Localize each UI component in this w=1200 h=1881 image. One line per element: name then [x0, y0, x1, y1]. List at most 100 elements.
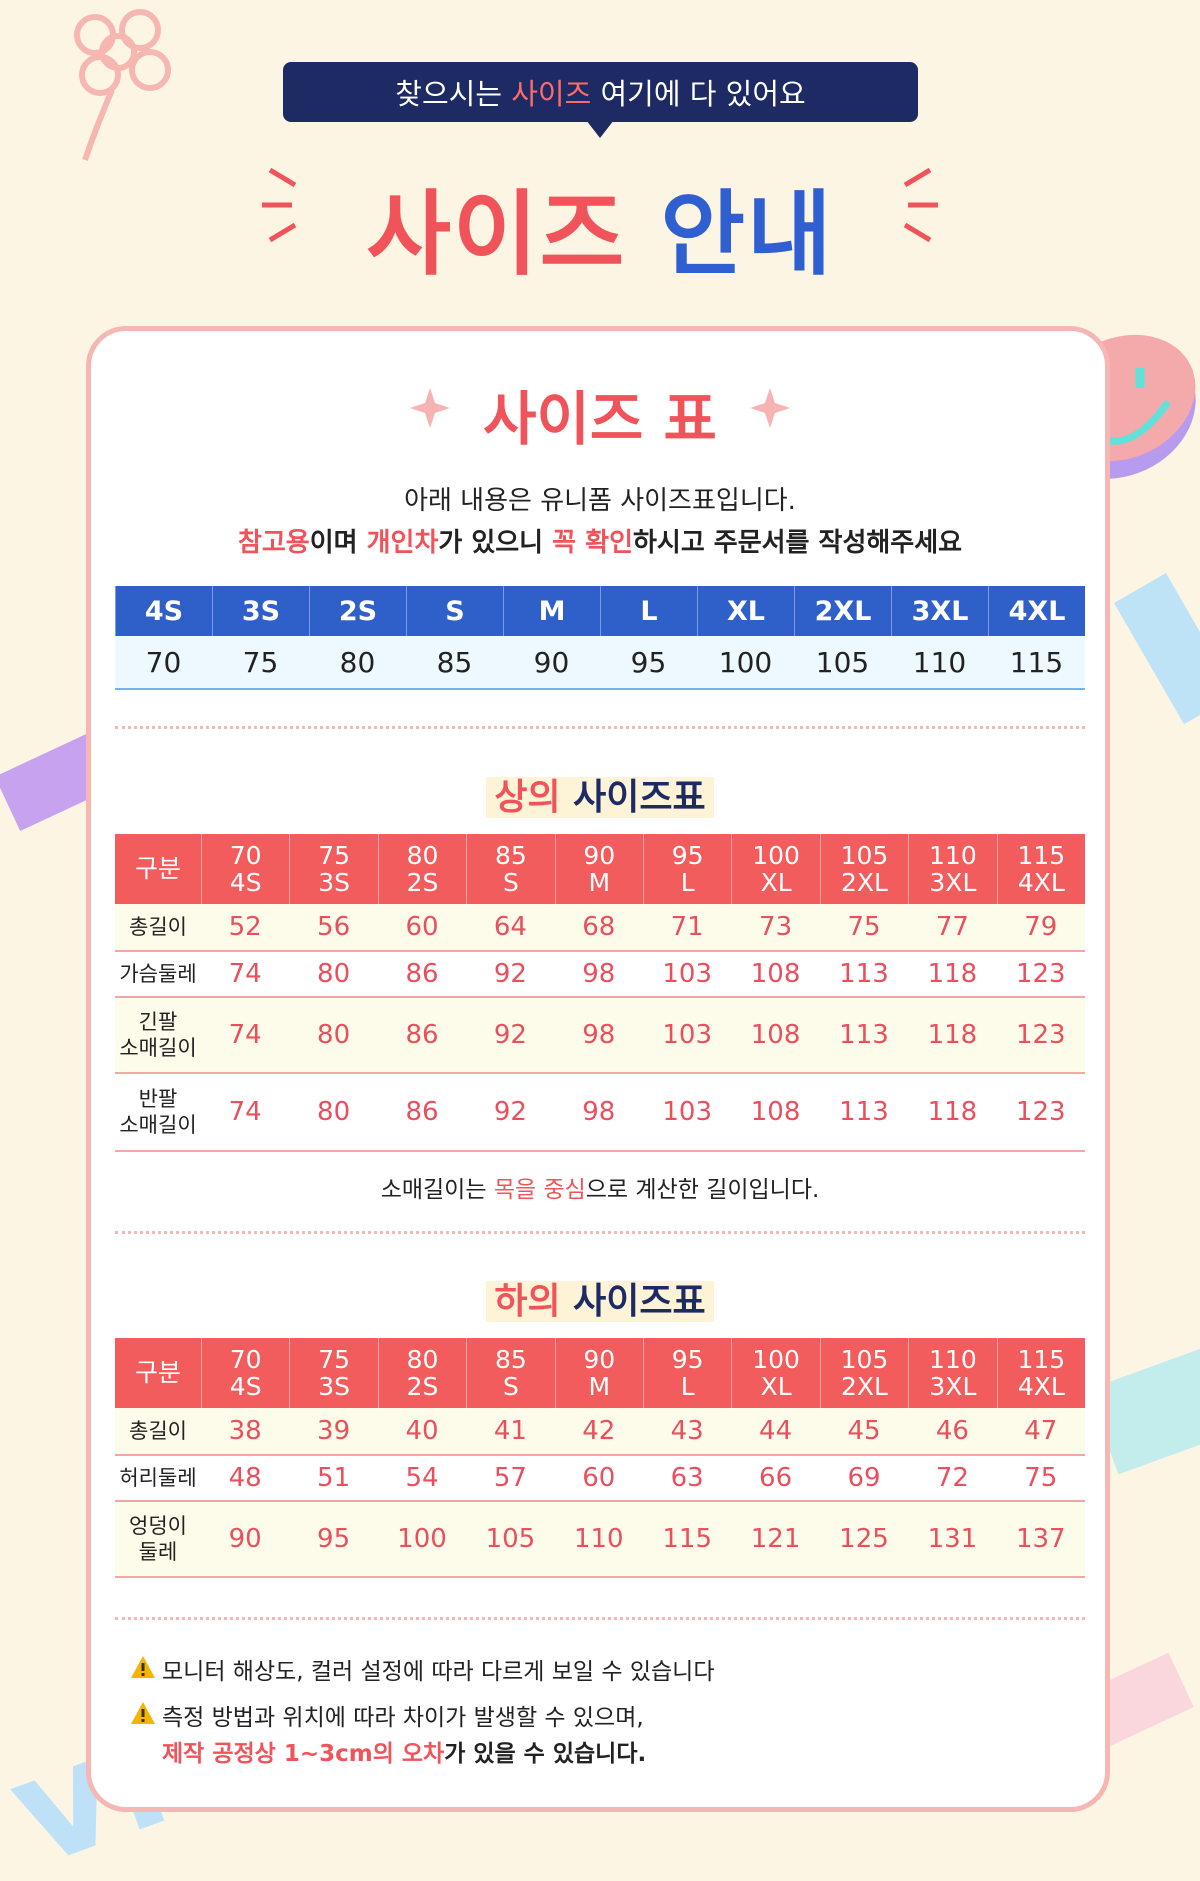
cell-value: 38	[201, 1408, 290, 1456]
notice-line: 모니터 해상도, 컬러 설정에 따라 다르게 보일 수 있습니다	[131, 1652, 715, 1686]
cell-value: 90	[201, 1502, 290, 1578]
column-header-line: 105	[840, 1344, 889, 1374]
cell-value: 42	[554, 1408, 643, 1456]
highlight-text: 목을 중심	[493, 1177, 586, 1203]
cell-value: 108	[731, 1074, 820, 1152]
cell-value: 118	[908, 952, 997, 998]
size-number: 115	[988, 636, 1085, 690]
cell-value: 48	[201, 1456, 290, 1502]
size-number: 90	[503, 636, 600, 690]
column-header-line: 3S	[318, 1372, 350, 1401]
cell-value: 68	[554, 904, 643, 952]
bottoms-table: 구분 70 4S 75 3S 80 2S 85 S 90 M 95 L 100 XL 105 2XL 110 3XL…	[115, 1338, 1085, 1578]
size-number: 100	[697, 636, 794, 690]
column-header: 105 2XL	[819, 1338, 909, 1408]
title-wrap: 하의 사이즈표	[486, 1281, 714, 1322]
column-header: 110 3XL	[908, 1338, 997, 1408]
text: 모니터 해상도, 컬러 설정에 따라 다르게 보일 수 있습니다	[162, 1659, 715, 1685]
cell-value: 86	[377, 1074, 467, 1152]
text: 아래 내용은 유니폼 사이즈표입니다.	[404, 486, 796, 516]
column-header: 110 3XL	[908, 834, 997, 904]
cell-value: 47	[996, 1408, 1085, 1456]
column-header: 95 L	[643, 834, 732, 904]
cell-value: 118	[908, 1074, 997, 1152]
cell-value: 86	[377, 952, 467, 998]
row-label: 총길이	[115, 1408, 201, 1456]
column-header-line: 3S	[318, 868, 350, 897]
cell-value: 110	[554, 1502, 643, 1578]
cell-value: 98	[554, 1074, 643, 1152]
size-number: 110	[891, 636, 988, 690]
cell-value: 45	[819, 1408, 909, 1456]
size-header: S	[406, 586, 503, 636]
column-header: 75 3S	[289, 1338, 378, 1408]
size-header: 4XL	[988, 586, 1085, 636]
cell-value: 54	[377, 1456, 467, 1502]
column-header-line: 3XL	[929, 1372, 977, 1401]
row-label-line: 긴팔	[138, 1009, 178, 1034]
cell-value: 72	[908, 1456, 997, 1502]
text: 이며	[309, 528, 367, 558]
highlight-text: 사이즈	[511, 77, 592, 111]
cell-value: 137	[996, 1502, 1085, 1578]
corner-cell: 구분	[115, 834, 201, 904]
column-header-line: L	[680, 868, 695, 897]
column-header-line: 4XL	[1017, 868, 1065, 897]
notice-text: 제작 공정상 1~3cm의 오차가 있을 수 있습니다.	[162, 1741, 646, 1767]
column-header: 115 4XL	[996, 834, 1085, 904]
cell-value: 123	[996, 1074, 1085, 1152]
row-label-line: 총길이	[129, 1418, 187, 1443]
cell-value: 60	[377, 904, 467, 952]
header-bubble: 찾으시는 사이즈 여기에 다 있어요	[283, 62, 918, 122]
column-header-line: 70	[229, 1344, 262, 1374]
cell-value: 73	[731, 904, 820, 952]
cell-value: 64	[466, 904, 555, 952]
text: 가 있을 수 있습니다.	[444, 1741, 647, 1767]
column-header-line: 110	[929, 1344, 977, 1374]
column-header-line: 90	[583, 840, 616, 870]
cell-value: 43	[643, 1408, 732, 1456]
cell-value: 125	[819, 1502, 909, 1578]
column-header: 100 XL	[731, 1338, 820, 1408]
tape	[1114, 573, 1200, 725]
size-number: 70	[115, 636, 212, 690]
divider	[115, 726, 1085, 729]
size-number: 105	[794, 636, 891, 690]
cell-value: 41	[466, 1408, 555, 1456]
highlight-text: 꼭 확인	[552, 528, 633, 558]
card-title: 사이즈 표	[483, 385, 717, 453]
column-header-line: 2S	[406, 1372, 439, 1401]
column-header-line: XL	[760, 868, 792, 897]
text: 가 있으니	[438, 528, 553, 558]
cell-value: 105	[466, 1502, 555, 1578]
text: 여기에 다 있어요	[591, 77, 806, 111]
column-header-line: 85	[494, 840, 527, 870]
column-header: 90 M	[554, 1338, 643, 1408]
column-header-line: 95	[671, 840, 704, 870]
column-header-line: XL	[760, 1372, 792, 1401]
row-label-line: 반팔	[138, 1086, 178, 1111]
cell-value: 98	[554, 952, 643, 998]
text: 으로 계산한 길이입니다.	[585, 1177, 820, 1203]
column-header-line: 80	[406, 1344, 439, 1374]
size-header: 2XL	[794, 586, 891, 636]
text: 사이즈표	[560, 1281, 706, 1322]
row-label-line: 엉덩이	[129, 1513, 187, 1538]
column-header-line: 85	[494, 1344, 527, 1374]
size-number: 95	[600, 636, 697, 690]
title-wrap: 상의 사이즈표	[486, 777, 714, 818]
cell-value: 103	[643, 952, 732, 998]
column-header-line: 95	[671, 1344, 704, 1374]
cell-value: 86	[377, 998, 467, 1074]
intro-line: 아래 내용은 유니폼 사이즈표입니다.	[0, 480, 1200, 517]
row-label: 허리둘레	[115, 1456, 201, 1502]
cell-value: 44	[731, 1408, 820, 1456]
highlight-text: 하의	[494, 1281, 561, 1322]
row-label-line: 허리둘레	[119, 1465, 197, 1490]
column-header: 95 L	[643, 1338, 732, 1408]
cell-value: 63	[643, 1456, 732, 1502]
column-header-line: 2XL	[841, 868, 888, 897]
row-label-line: 가슴둘레	[119, 961, 197, 986]
column-header: 105 2XL	[819, 834, 909, 904]
